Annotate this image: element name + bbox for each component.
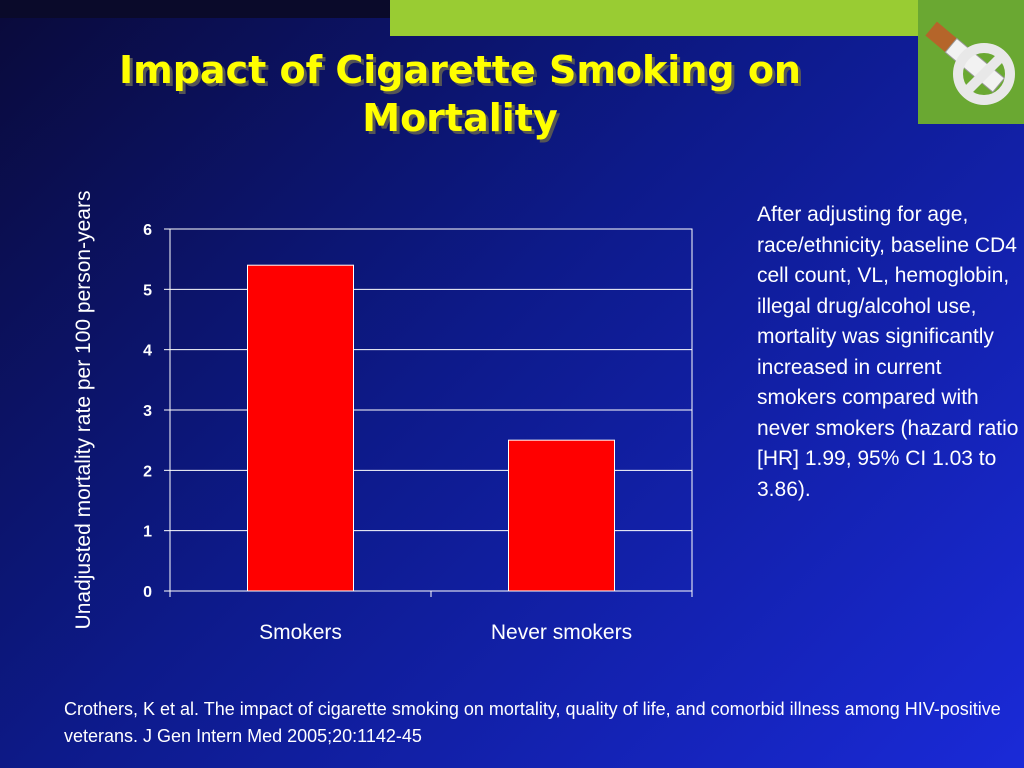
x-category-label: Smokers xyxy=(259,621,342,644)
y-tick-label: 3 xyxy=(143,403,152,420)
no-smoking-cigarette-icon xyxy=(925,21,1015,105)
slide-title: Impact of Cigarette Smoking on Mortality xyxy=(119,48,801,140)
y-tick-label: 5 xyxy=(143,282,152,299)
y-tick-label: 4 xyxy=(143,343,152,360)
citation-reference: Crothers, K et al. The impact of cigaret… xyxy=(64,699,1001,746)
y-tick-label: 2 xyxy=(143,463,152,480)
bar-smokers xyxy=(247,264,354,592)
y-tick-label: 6 xyxy=(143,222,152,239)
x-category-label: Never smokers xyxy=(491,621,632,644)
logo xyxy=(918,0,1024,124)
bar-never-smokers xyxy=(508,439,615,592)
y-tick-label: 1 xyxy=(143,524,152,541)
adjusted-analysis-note: After adjusting for age, race/ethnicity,… xyxy=(757,203,1019,501)
top-dark-bar xyxy=(0,0,390,18)
y-tick-label: 0 xyxy=(143,584,152,601)
top-accent-bar xyxy=(390,0,918,36)
